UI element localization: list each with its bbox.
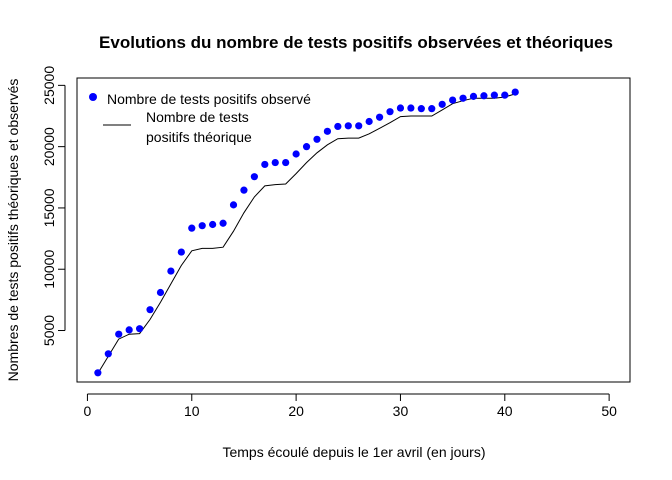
observed-point	[94, 369, 102, 377]
observed-point	[282, 158, 290, 167]
observed-point	[344, 122, 352, 130]
observed-point	[417, 105, 425, 113]
x-tick-label: 30	[393, 403, 409, 419]
observed-point	[490, 91, 498, 99]
legend-theoretical-label-line2: positifs théorique	[146, 129, 252, 145]
observed-point	[386, 108, 394, 116]
observed-point	[240, 186, 248, 194]
observed-point	[313, 135, 321, 143]
x-tick-label: 0	[84, 403, 92, 419]
y-tick-label: 20000	[41, 127, 57, 166]
observed-point	[438, 100, 446, 108]
legend-observed-marker	[89, 93, 97, 101]
observed-point	[209, 220, 217, 229]
observed-point	[188, 224, 196, 232]
observed-point	[323, 127, 332, 135]
observed-point	[355, 122, 363, 130]
observed-point	[501, 91, 509, 99]
x-axis: 0 10 20 30 40 50	[84, 393, 617, 419]
observed-point	[261, 160, 269, 169]
observed-point	[302, 143, 311, 151]
observed-point	[396, 104, 405, 112]
x-tick-label: 40	[497, 403, 513, 419]
observed-point	[219, 219, 227, 227]
observed-point	[177, 248, 185, 256]
y-tick-label: 25000	[41, 66, 57, 105]
observed-point	[511, 88, 519, 96]
observed-series	[94, 88, 519, 377]
observed-point	[459, 94, 467, 102]
observed-point	[428, 105, 436, 113]
legend-observed-label: Nombre de tests positifs observé	[107, 91, 311, 107]
observed-point	[469, 92, 478, 100]
plot-box	[76, 77, 631, 383]
chart-title: Evolutions du nombre de tests positifs o…	[99, 33, 613, 52]
observed-point	[125, 326, 133, 334]
observed-point	[198, 222, 206, 230]
observed-point	[292, 150, 300, 158]
observed-point	[167, 267, 175, 275]
y-tick-label: 5000	[41, 315, 57, 346]
legend-theoretical-label-line1: Nombre de tests	[146, 109, 249, 125]
y-tick-label: 10000	[41, 250, 57, 289]
observed-point	[334, 122, 342, 131]
observed-point	[449, 96, 457, 104]
x-tick-label: 20	[288, 403, 304, 419]
observed-point	[104, 350, 112, 358]
y-tick-label: 15000	[41, 188, 57, 227]
theoretical-line	[97, 93, 516, 374]
x-axis-label: Temps écoulé depuis le 1er avril (en jou…	[222, 444, 485, 460]
observed-point	[136, 325, 144, 333]
y-axis-label: Nombres de tests positifs théoriques et …	[5, 79, 21, 382]
observed-point	[115, 330, 123, 338]
observed-point	[365, 117, 373, 126]
x-tick-label: 10	[184, 403, 200, 419]
observed-point	[250, 173, 258, 181]
observed-point	[229, 201, 238, 209]
observed-point	[480, 92, 488, 100]
observed-point	[407, 104, 415, 112]
observed-point	[375, 113, 384, 121]
y-axis: 5000 10000 15000 20000 25000	[41, 66, 66, 346]
theoretical-series	[97, 93, 516, 374]
observed-point	[271, 158, 279, 167]
observed-point	[156, 288, 165, 297]
observed-point	[146, 306, 154, 314]
x-tick-label: 50	[601, 403, 617, 419]
legend: Nombre de tests positifs observé Nombre …	[89, 91, 311, 145]
